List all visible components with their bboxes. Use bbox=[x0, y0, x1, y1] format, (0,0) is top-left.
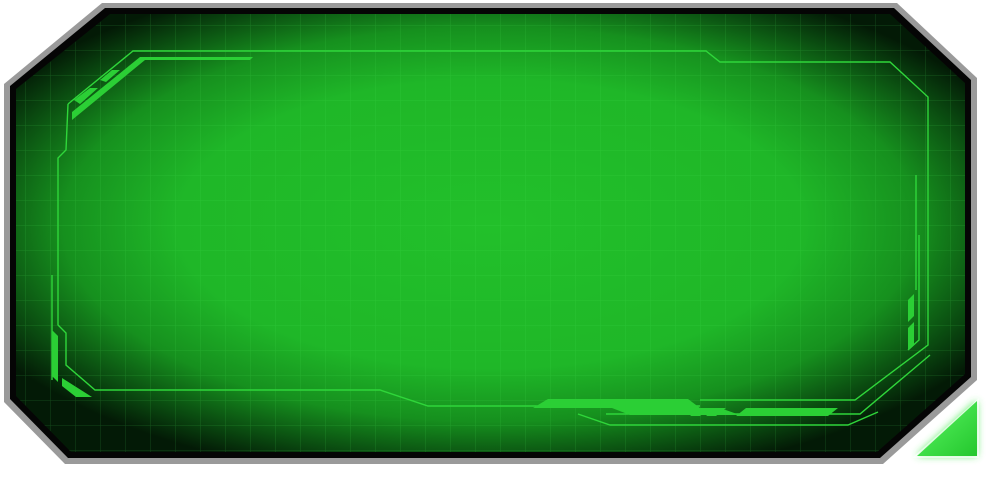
hud-accents bbox=[52, 57, 914, 416]
hud-lines bbox=[51, 50, 931, 426]
triangle-corner-icon[interactable] bbox=[912, 398, 979, 458]
screen-grid bbox=[16, 14, 965, 452]
